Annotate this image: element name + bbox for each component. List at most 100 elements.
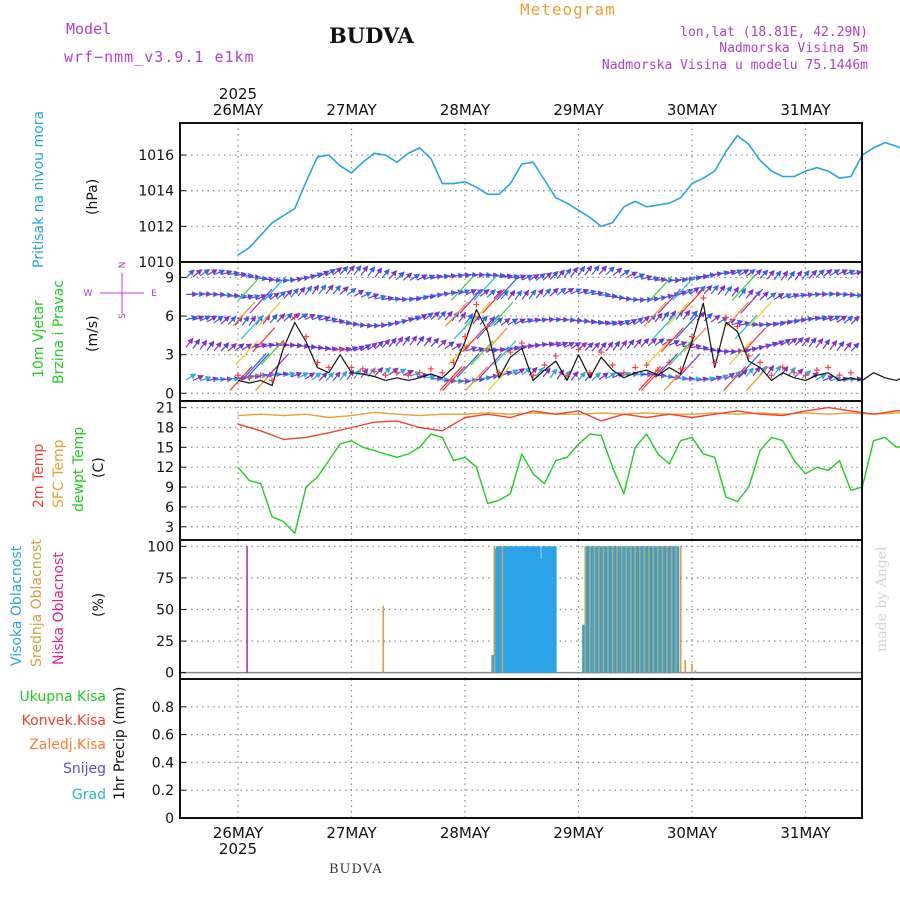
- wind-arrow: [185, 315, 198, 322]
- cloud-high-bar: [607, 546, 612, 673]
- cloud-high-bar: [661, 546, 666, 673]
- wind-gust-marker: [847, 369, 854, 376]
- wind-arrow: [346, 265, 355, 275]
- wind-arrow: [276, 313, 286, 323]
- wind-arrow: [311, 372, 322, 381]
- cloud-mid-bar: [611, 546, 614, 673]
- cloud-high-bar: [600, 546, 605, 673]
- wind-arrow: [213, 269, 226, 276]
- bottom-day-label: 29MAY: [553, 824, 604, 842]
- wind-gust-arrow: [643, 301, 667, 327]
- wind-arrow: [472, 314, 481, 325]
- cloud-high-bar: [623, 546, 628, 673]
- cloud-high-bar: [613, 546, 618, 673]
- wind-gust-arrow: [493, 340, 517, 366]
- wind-arrow: [325, 284, 334, 295]
- wind-arrow: [542, 288, 552, 298]
- wind-gust-marker: [427, 365, 434, 372]
- precip-unit: 1hr Precip (mm): [112, 687, 128, 800]
- wind-gust-arrow: [748, 301, 772, 327]
- cloud-mid-bar: [643, 546, 646, 673]
- wind-arrow: [451, 289, 464, 296]
- wind-arrow: [598, 320, 612, 326]
- wind-arrow: [626, 339, 635, 350]
- y-tick-label: 0.6: [152, 728, 174, 744]
- wind-arrow: [794, 292, 807, 299]
- wind-arrow: [619, 269, 631, 277]
- wind-arrow: [395, 368, 407, 376]
- wind-arrow: [836, 340, 845, 351]
- wind-arrow: [199, 269, 211, 277]
- wind-arrow: [381, 367, 392, 376]
- wind-arrow: [416, 335, 425, 346]
- cloud-mid-bar: [629, 546, 632, 673]
- compass-west: W: [84, 289, 93, 299]
- wind-arrow: [703, 376, 716, 383]
- cloud-high-bar: [495, 546, 500, 673]
- wind-arrow: [689, 286, 700, 295]
- cloud-mid-bar: [652, 546, 655, 673]
- wind-gust-marker: [757, 359, 764, 366]
- wind-arrow: [493, 317, 503, 326]
- wind-arrow: [542, 341, 556, 348]
- wind-arrow: [780, 319, 794, 326]
- wind-gust-marker: [825, 364, 832, 371]
- wind-arrow: [570, 370, 579, 381]
- wind-gust-marker: [291, 314, 298, 321]
- cloud-high-bar: [588, 546, 593, 673]
- wind-arrow: [829, 376, 842, 382]
- wind-arrow: [619, 320, 631, 327]
- wind-gust-arrow: [246, 353, 270, 378]
- wind-arrow: [801, 269, 810, 280]
- cloud-high-bar: [550, 546, 555, 673]
- wind-arrow: [633, 338, 642, 349]
- y-tick-label: 0.2: [152, 783, 174, 799]
- wind-arrow: [367, 266, 376, 277]
- wind-arrow: [577, 265, 586, 277]
- wind-arrow: [430, 274, 443, 280]
- wind-arrow: [577, 371, 586, 382]
- wind-arrow: [850, 315, 860, 325]
- wind-arrow: [724, 269, 737, 276]
- wind-arrow: [605, 266, 615, 276]
- cloud-high-bar: [625, 546, 630, 673]
- wind-arrow: [192, 375, 205, 382]
- wind-arrow: [423, 374, 437, 381]
- wind-gust-arrow: [745, 366, 769, 391]
- wind-arrow: [584, 265, 593, 276]
- wind-gust-arrow: [450, 275, 474, 301]
- precip-snow-label: Snijeg: [63, 761, 106, 777]
- precip-conv-label: Konvek.Kisa: [22, 713, 106, 729]
- y-tick-label: 0.4: [152, 755, 174, 771]
- cloud-high-bar: [672, 546, 677, 673]
- wind-arrow: [220, 269, 233, 276]
- wind-gust-arrow: [445, 301, 469, 327]
- wind-arrow: [640, 337, 650, 348]
- wind-arrow: [528, 274, 540, 281]
- wind-arrow: [591, 372, 602, 381]
- y-tick-label: 9: [165, 270, 174, 286]
- wind-arrow: [388, 367, 399, 376]
- wind-gust-arrow: [680, 288, 704, 314]
- bottom-day-label: 26MAY: [213, 824, 264, 842]
- wind-arrow: [465, 289, 478, 296]
- cloud-mid-bar: [675, 546, 677, 673]
- wind-gust-marker: [552, 352, 559, 359]
- wind-arrow: [752, 366, 761, 377]
- wind-arrow: [234, 293, 248, 300]
- wind-arrow: [227, 342, 237, 352]
- cloud-high-bar: [611, 546, 616, 673]
- wind-arrow: [584, 342, 594, 351]
- wind-gust-arrow: [442, 366, 466, 391]
- wind-gust-arrow: [235, 340, 259, 366]
- wind-gust-marker: [677, 365, 684, 372]
- wind-gust-arrow: [257, 301, 281, 327]
- wind-arrow: [185, 337, 194, 348]
- wind-arrow: [220, 342, 230, 352]
- wind-arrow: [507, 289, 516, 300]
- wind-arrow: [801, 370, 812, 379]
- y-tick-label: 18: [156, 420, 174, 436]
- cloud-high-bar: [670, 546, 675, 673]
- wind-arrow: [311, 314, 324, 321]
- wind-arrow: [738, 369, 748, 378]
